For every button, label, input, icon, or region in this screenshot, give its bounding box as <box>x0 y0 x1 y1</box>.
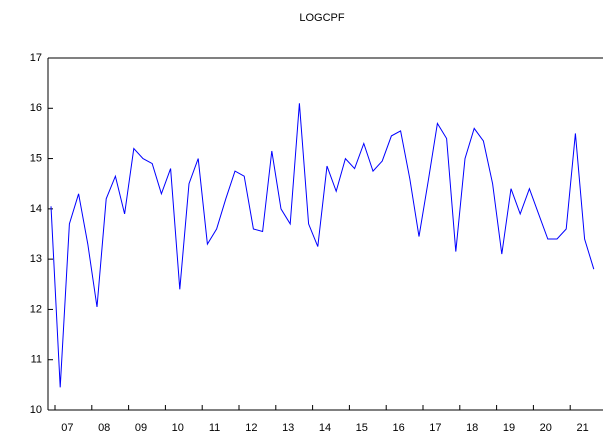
y-tick-label: 16 <box>30 102 42 114</box>
x-tick-label: 16 <box>392 422 404 434</box>
y-tick-label: 11 <box>31 354 42 366</box>
y-tick-label: 10 <box>30 404 42 416</box>
x-tick-label: 11 <box>209 422 220 434</box>
x-tick-label: 10 <box>172 422 184 434</box>
x-tick-label: 17 <box>429 422 441 434</box>
x-tick-label: 09 <box>135 422 147 434</box>
y-tick-label: 17 <box>30 52 42 64</box>
y-tick-label: 12 <box>30 303 42 315</box>
x-tick-label: 19 <box>503 422 515 434</box>
x-tick-label: 21 <box>576 422 588 434</box>
y-tick-label: 15 <box>30 152 42 164</box>
x-tick-label: 18 <box>466 422 478 434</box>
x-tick-label: 13 <box>282 422 294 434</box>
data-line <box>50 103 595 388</box>
y-tick-label: 14 <box>30 203 42 215</box>
x-tick-label: 08 <box>98 422 110 434</box>
x-tick-label: 07 <box>61 422 73 434</box>
y-tick-label: 13 <box>30 253 42 265</box>
x-tick-label: 14 <box>319 422 331 434</box>
x-tick-label: 15 <box>356 422 368 434</box>
chart-title: LOGCPF <box>299 12 345 24</box>
x-tick-label: 20 <box>540 422 552 434</box>
x-tick-label: 12 <box>245 422 257 434</box>
